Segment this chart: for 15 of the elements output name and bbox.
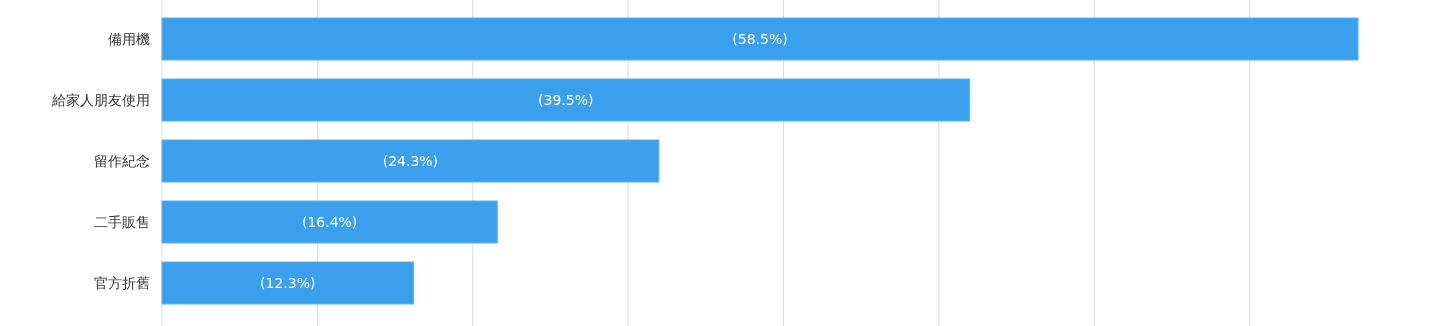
data-label: (58.5%) bbox=[732, 31, 788, 47]
bar bbox=[161, 261, 414, 305]
y-tick-label: 備用機 bbox=[108, 31, 150, 47]
data-label: (16.4%) bbox=[301, 214, 358, 230]
bar bbox=[161, 139, 660, 183]
y-tick-label: 留作紀念 bbox=[94, 153, 150, 169]
data-label: (39.5%) bbox=[538, 92, 594, 108]
y-tick-label: 官方折舊 bbox=[94, 275, 150, 291]
data-label: (12.3%) bbox=[260, 275, 316, 291]
bar bbox=[161, 17, 1359, 61]
y-tick-label: 給家人朋友使用 bbox=[51, 92, 150, 108]
bar bbox=[161, 78, 971, 122]
y-tick-label: 二手販售 bbox=[94, 214, 150, 230]
bar bbox=[161, 200, 498, 244]
data-label: (24.3%) bbox=[382, 153, 439, 169]
